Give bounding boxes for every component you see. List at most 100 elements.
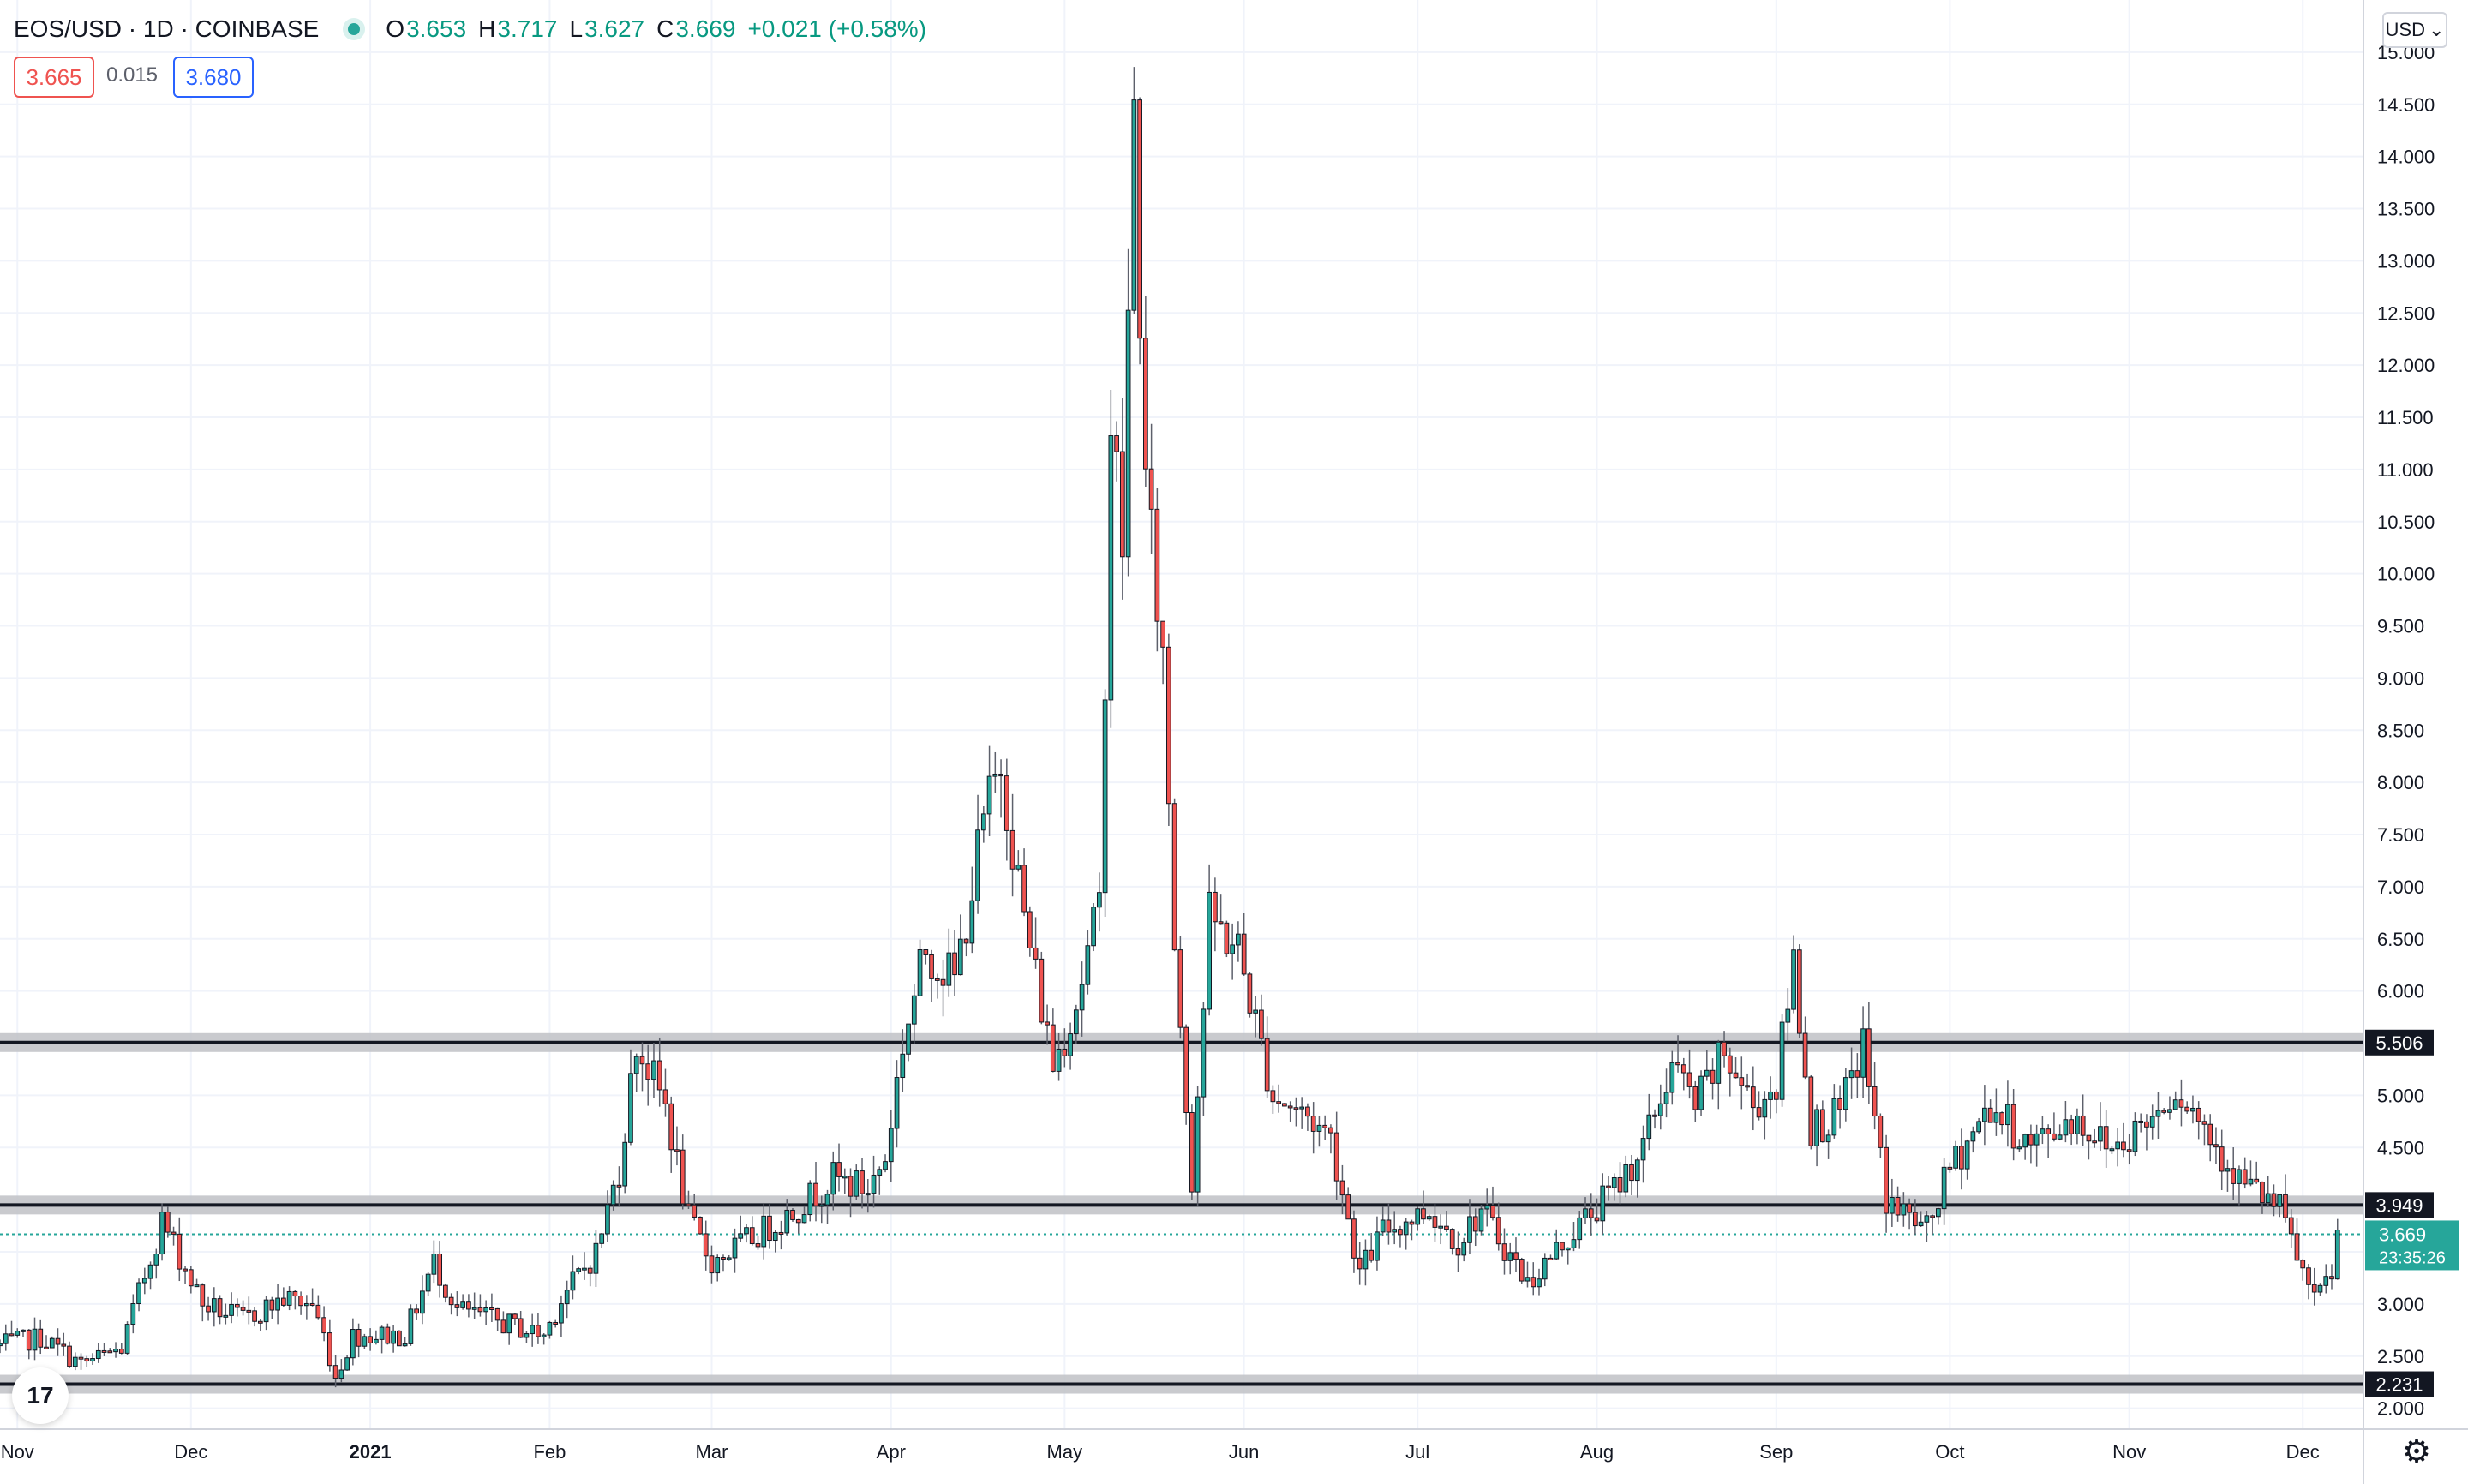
- candle-body: [391, 1330, 396, 1344]
- candle-body: [2265, 1193, 2271, 1204]
- candle-body: [2028, 1134, 2034, 1146]
- candle-body: [2075, 1115, 2080, 1134]
- candle-body: [536, 1325, 541, 1337]
- candle-body: [2300, 1260, 2306, 1269]
- candle-body: [1247, 973, 1253, 1014]
- candle-body: [1848, 1070, 1854, 1079]
- tradingview-logo-icon[interactable]: 17: [12, 1367, 69, 1424]
- currency-button[interactable]: USD ⌄: [2382, 12, 2447, 48]
- candle-body: [1739, 1077, 1745, 1086]
- buy-price-button[interactable]: 3.680: [173, 57, 254, 98]
- price-labels: 5.506 3.949 2.231 3.669 23:35:26: [2365, 1029, 2459, 1397]
- candle-body: [524, 1333, 530, 1338]
- candle-body: [1230, 944, 1236, 954]
- candle-body: [871, 1174, 877, 1194]
- candle-body: [1895, 1197, 1901, 1216]
- time-tick-label: Apr: [877, 1441, 906, 1463]
- candle-body: [2132, 1120, 2138, 1152]
- candle-body: [1096, 892, 1102, 908]
- candle-body: [1802, 1032, 1808, 1078]
- low-value: 3.627: [584, 15, 645, 42]
- candle-body: [26, 1329, 32, 1351]
- candle-body: [2271, 1193, 2277, 1207]
- candle-body: [1056, 1048, 1062, 1072]
- candle-body: [1918, 1221, 1924, 1227]
- candle-body: [471, 1307, 477, 1310]
- candle-body: [1380, 1219, 1386, 1233]
- candle-body: [1218, 921, 1224, 925]
- candle-body: [315, 1304, 321, 1319]
- candle-body: [506, 1313, 512, 1334]
- candle-body: [2046, 1128, 2052, 1134]
- candle-body: [2254, 1178, 2260, 1183]
- time-tick-label: May: [1047, 1441, 1083, 1463]
- candle-body: [2034, 1133, 2040, 1146]
- candle-body: [1357, 1257, 1363, 1270]
- candle-body: [1727, 1055, 1733, 1074]
- candle-body: [1554, 1242, 1560, 1260]
- candle-body: [1959, 1146, 1964, 1170]
- candle-body: [738, 1233, 744, 1239]
- candle-body: [888, 1128, 894, 1163]
- price-tick-label: 8.000: [2377, 772, 2424, 793]
- candle-body: [1050, 1024, 1056, 1072]
- gear-icon[interactable]: ⚙: [2401, 1433, 2432, 1470]
- symbol-header[interactable]: EOS/USD · 1D · COINBASE O 3.653 H 3.717 …: [14, 12, 938, 46]
- candle-body: [1484, 1205, 1490, 1210]
- candle-body: [1421, 1208, 1426, 1220]
- candle-body: [379, 1326, 385, 1340]
- candle-body: [1403, 1221, 1409, 1236]
- candle-body: [2283, 1194, 2288, 1218]
- level-label: 3.949: [2375, 1194, 2423, 1216]
- candle-body: [986, 775, 992, 815]
- sell-price-button[interactable]: 3.665: [14, 57, 94, 98]
- market-status-icon[interactable]: [348, 23, 361, 35]
- candle-body: [2225, 1168, 2231, 1172]
- candle-body: [466, 1301, 471, 1310]
- candle-body: [1236, 933, 1241, 946]
- time-axis[interactable]: Nov Dec 2021 Feb Mar Apr May Jun Jul Aug Sep Oct Nov…: [1, 1441, 2320, 1463]
- candle-body: [692, 1204, 698, 1218]
- candle-body: [2334, 1230, 2340, 1280]
- candle-body: [1756, 1107, 1762, 1118]
- time-tick-label: Sep: [1759, 1441, 1793, 1463]
- low-label: L: [569, 15, 584, 42]
- time-tick-label: Nov: [1, 1441, 34, 1463]
- candle-body: [662, 1089, 668, 1104]
- candle-body: [547, 1321, 553, 1336]
- candle-body: [1912, 1212, 1918, 1227]
- candle-body: [1201, 1008, 1207, 1098]
- candle-body: [1282, 1103, 1287, 1107]
- price-tick-label: 13.500: [2377, 199, 2435, 220]
- candle-body: [1039, 958, 1045, 1023]
- candle-body: [854, 1170, 860, 1197]
- candle-body: [998, 773, 1003, 777]
- candle-body: [2213, 1144, 2219, 1148]
- candle-body: [483, 1307, 489, 1313]
- candle-body: [1594, 1217, 1600, 1222]
- candle-body: [21, 1329, 26, 1332]
- candle-body: [113, 1349, 118, 1353]
- candle-body: [1287, 1105, 1293, 1109]
- candle-body: [1565, 1247, 1571, 1251]
- candle-body: [668, 1103, 674, 1151]
- candle-body: [2115, 1141, 2121, 1150]
- price-tick-label: 7.500: [2377, 824, 2424, 846]
- candle-body: [292, 1290, 298, 1297]
- candle-body: [1003, 775, 1009, 831]
- candle-body: [141, 1278, 147, 1284]
- candle-body: [72, 1356, 78, 1367]
- candle-body: [860, 1170, 865, 1194]
- candle-body: [1663, 1092, 1669, 1104]
- candle-body: [309, 1302, 315, 1306]
- candle-body: [1791, 949, 1796, 1010]
- candle-body: [448, 1296, 454, 1306]
- candle-body: [234, 1303, 240, 1308]
- candle-body: [437, 1253, 443, 1286]
- candle-body: [2155, 1110, 2161, 1117]
- candle-body: [541, 1334, 547, 1337]
- countdown-label: 23:35:26: [2379, 1248, 2446, 1267]
- symbol-title[interactable]: EOS/USD · 1D · COINBASE: [14, 15, 320, 42]
- time-tick-label: Mar: [696, 1441, 728, 1463]
